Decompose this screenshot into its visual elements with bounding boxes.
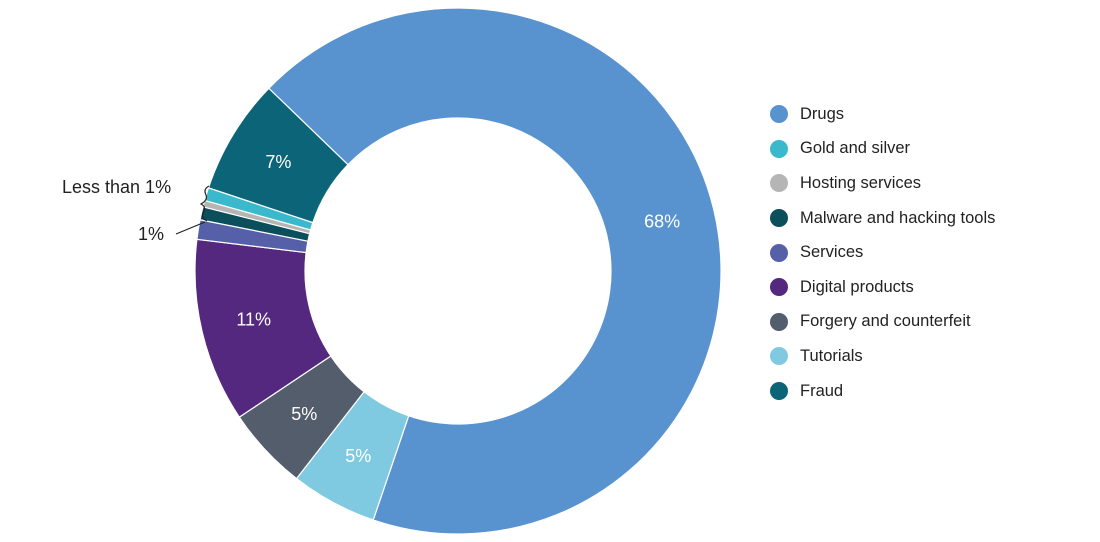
legend-item-gold-and-silver: Gold and silver	[770, 132, 995, 167]
legend-item-services: Services	[770, 235, 995, 270]
data-label-digital-products: 11%	[236, 310, 271, 330]
legend-swatch	[770, 209, 788, 228]
annotation-less-than-1: Less than 1%	[62, 177, 172, 197]
data-label-fraud: 7%	[265, 152, 291, 172]
slice-drugs	[267, 7, 722, 535]
annotation-leader-line	[175, 221, 206, 235]
legend-swatch	[770, 243, 788, 262]
legend-label: Digital products	[800, 277, 914, 296]
data-label-forgery-and-counterfeit: 5%	[291, 404, 317, 424]
annotation-brace	[199, 185, 210, 222]
legend-label: Hosting services	[800, 173, 922, 192]
legend-item-hosting-services: Hosting services	[770, 166, 995, 201]
slice-fraud	[207, 87, 349, 224]
legend-item-malware-and-hacking-tools: Malware and hacking tools	[770, 201, 995, 236]
legend-label: Forgery and counterfeit	[800, 312, 971, 331]
annotation-one-percent: 1%	[138, 224, 165, 244]
legend-swatch	[770, 105, 788, 124]
legend-item-drugs: Drugs	[770, 97, 995, 132]
legend-swatch	[770, 312, 788, 331]
legend-swatch	[770, 278, 788, 297]
legend-label: Fraud	[800, 381, 844, 400]
legend-item-fraud: Fraud	[770, 374, 995, 409]
legend-item-digital-products: Digital products	[770, 270, 995, 305]
legend-swatch	[770, 347, 788, 366]
data-label-tutorials: 5%	[345, 446, 371, 466]
legend-label: Drugs	[800, 104, 845, 123]
legend-label: Services	[800, 243, 864, 262]
legend-item-forgery-and-counterfeit: Forgery and counterfeit	[770, 305, 995, 340]
legend-label: Malware and hacking tools	[800, 208, 996, 227]
legend-label: Gold and silver	[800, 139, 911, 158]
legend-swatch	[770, 382, 788, 401]
data-label-drugs: 68%	[644, 212, 680, 232]
legend-item-tutorials: Tutorials	[770, 339, 995, 374]
legend: Drugs Gold and silver Hosting services Malw…	[770, 97, 995, 408]
legend-swatch	[770, 139, 788, 158]
legend-label: Tutorials	[800, 346, 863, 365]
legend-swatch	[770, 174, 788, 193]
